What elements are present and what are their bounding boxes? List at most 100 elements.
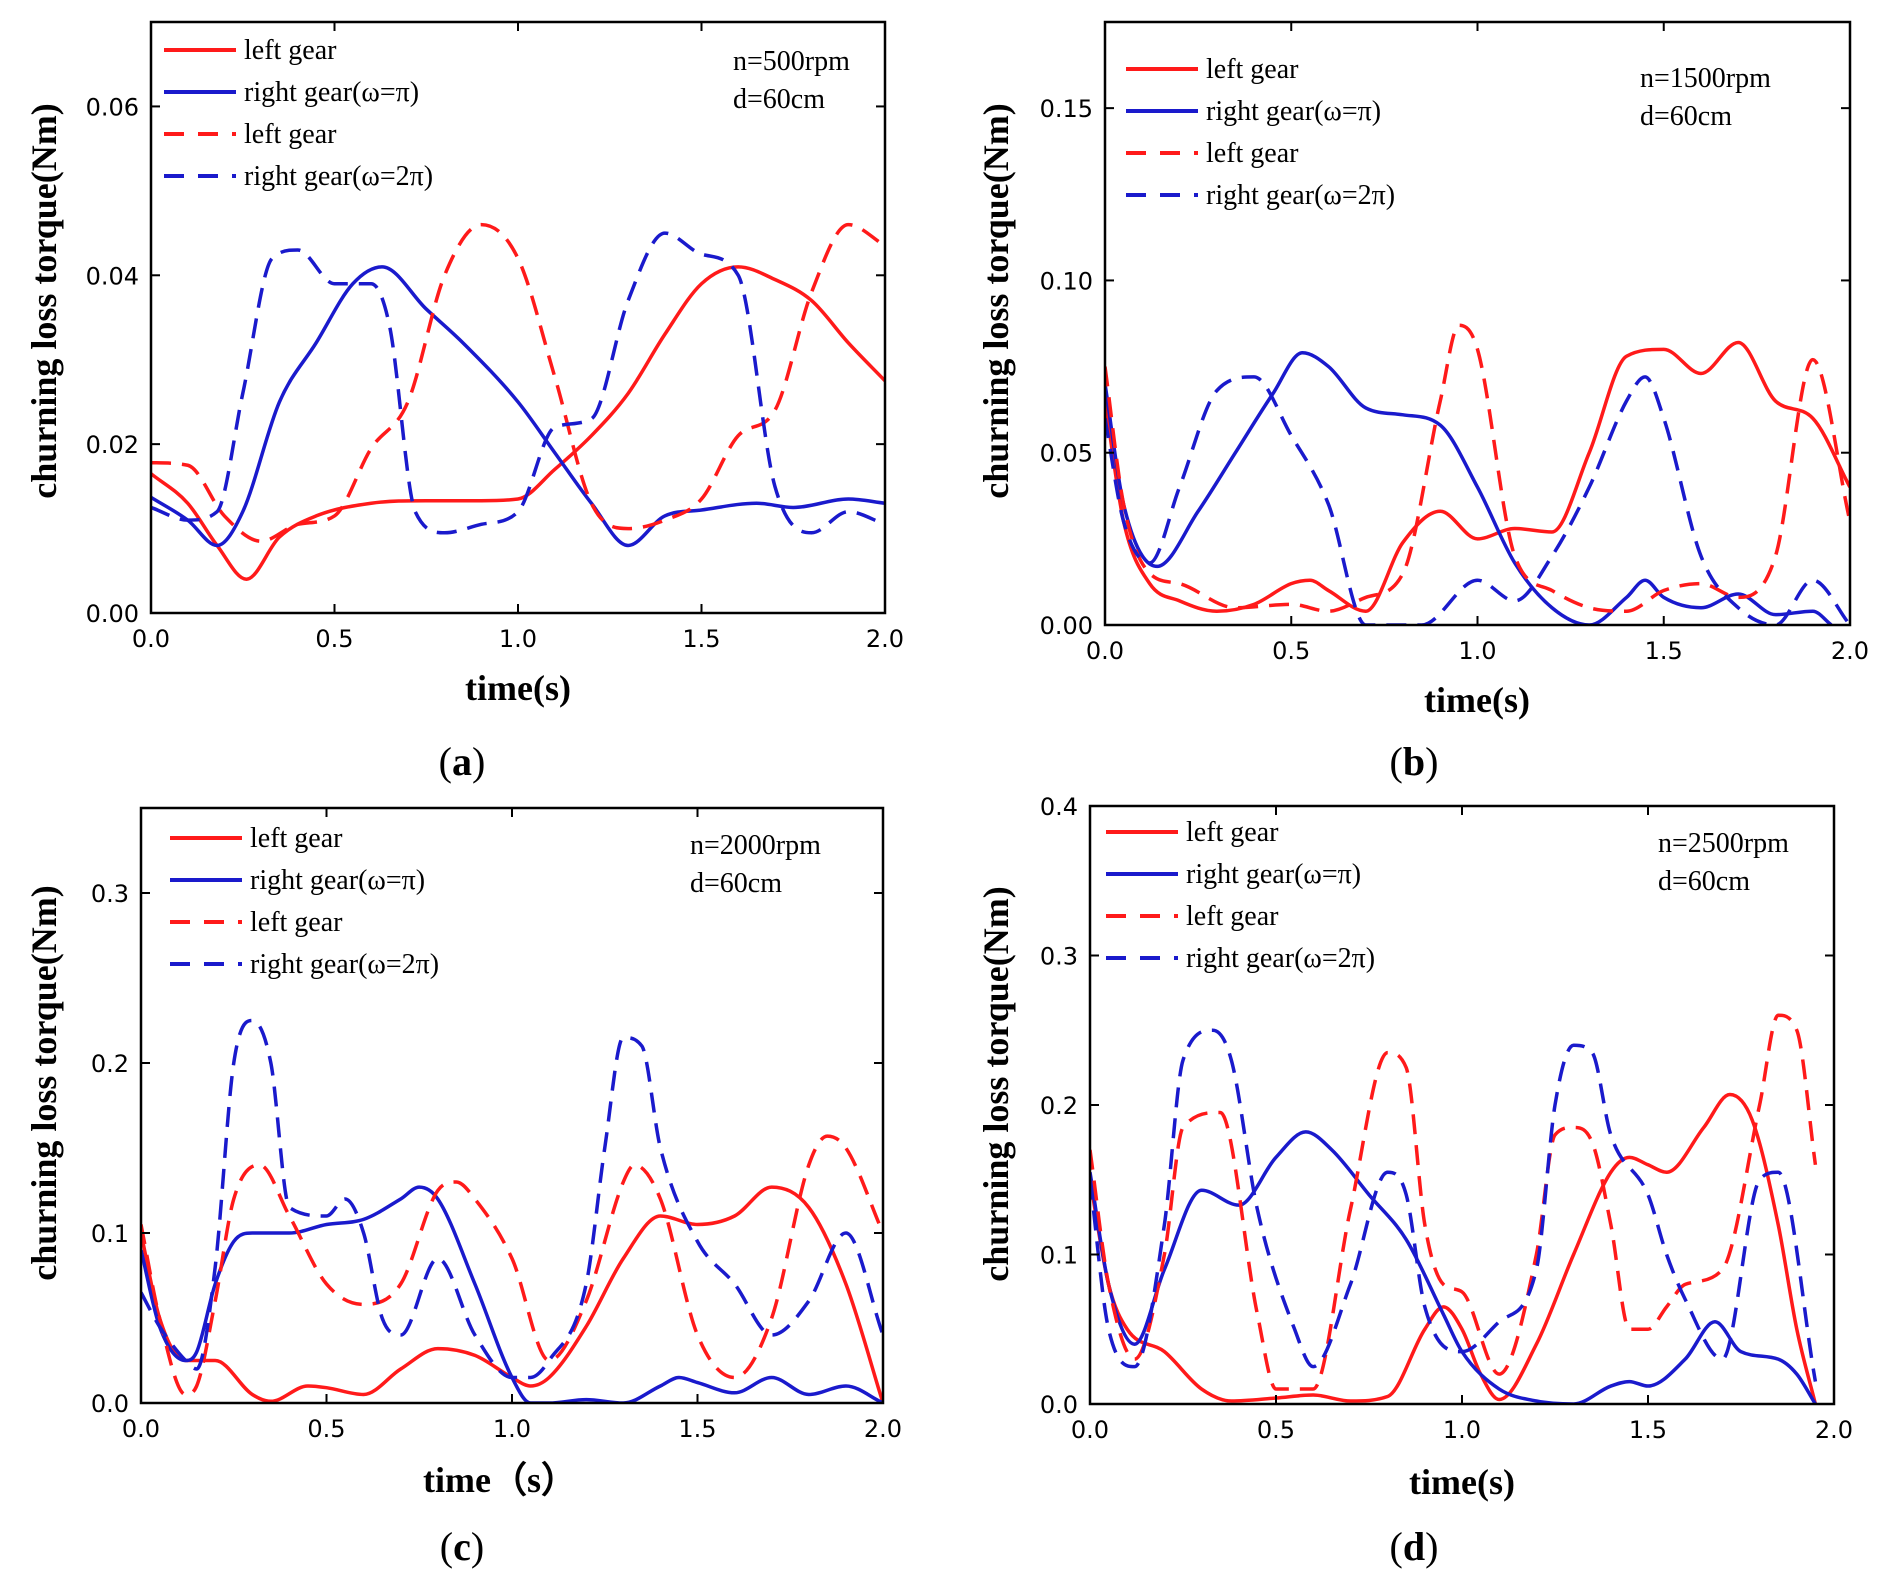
legend-label: left gear	[1206, 138, 1299, 169]
x-tick-label: 0.5	[1257, 1416, 1295, 1444]
legend-label: right gear(ω=2π)	[250, 949, 439, 980]
series-line-right-gear-dashed	[1090, 1028, 1818, 1382]
rpm-annotation: n=2000rpm	[690, 830, 821, 861]
y-tick-label: 0.0	[91, 1390, 129, 1418]
distance-annotation: d=60cm	[690, 868, 782, 899]
legend-label: right gear(ω=π)	[1186, 859, 1361, 890]
y-axis-title: churning loss torque(Nm)	[24, 885, 64, 1280]
x-tick-label: 2.0	[1815, 1416, 1853, 1444]
panel-a: churning loss torque(Nm) time(s) (a) n=5…	[24, 20, 904, 784]
x-tick-label: 2.0	[864, 1415, 902, 1443]
y-tick-label: 0.05	[1040, 440, 1093, 468]
x-tick-label: 2.0	[1831, 637, 1869, 665]
series-line-right-gear-solid	[151, 265, 885, 548]
y-axis-title: churning loss torque(Nm)	[24, 103, 64, 498]
panel-label-a: (a)	[439, 739, 486, 784]
legend: left gear right gear(ω=π) left gear right g…	[1126, 54, 1395, 211]
y-tick-label: 0.04	[86, 262, 139, 290]
legend-label: right gear(ω=π)	[250, 865, 425, 896]
x-tick-label: 1.5	[678, 1415, 716, 1443]
y-axis-title: churning loss torque(Nm)	[976, 103, 1016, 498]
x-axis-title: time(s)	[1424, 680, 1530, 720]
rpm-annotation: n=1500rpm	[1640, 63, 1771, 94]
panel-label-d: (d)	[1390, 1524, 1439, 1569]
rpm-annotation: n=500rpm	[733, 46, 850, 77]
x-tick-label: 1.0	[493, 1415, 531, 1443]
legend-label: left gear	[1206, 54, 1299, 85]
legend-label: left gear	[244, 119, 337, 150]
y-tick-label: 0.4	[1040, 793, 1078, 821]
panel-b: churning loss torque(Nm) time(s) (b) n=1…	[976, 20, 1869, 784]
y-tick-label: 0.00	[1040, 612, 1093, 640]
y-tick-label: 0.10	[1040, 267, 1093, 295]
x-tick-label: 1.5	[1645, 637, 1683, 665]
y-tick-label: 0.3	[91, 880, 129, 908]
legend-label: right gear(ω=π)	[1206, 96, 1381, 127]
x-tick-label: 0.0	[132, 625, 170, 653]
legend-label: left gear	[244, 35, 337, 66]
x-tick-label: 0.5	[307, 1415, 345, 1443]
series-layer	[141, 1018, 883, 1403]
y-tick-label: 0.3	[1040, 943, 1078, 971]
legend-label: right gear(ω=π)	[244, 77, 419, 108]
x-tick-label: 1.5	[1629, 1416, 1667, 1444]
x-tick-label: 1.5	[682, 625, 720, 653]
legend-label: right gear(ω=2π)	[244, 161, 433, 192]
y-tick-label: 0.1	[1040, 1242, 1078, 1270]
y-tick-label: 0.06	[86, 93, 139, 121]
y-tick-label: 0.02	[86, 431, 139, 459]
distance-annotation: d=60cm	[1658, 866, 1750, 897]
x-tick-label: 1.0	[1443, 1416, 1481, 1444]
x-tick-label: 1.0	[499, 625, 537, 653]
series-layer	[151, 222, 885, 581]
legend: left gear right gear(ω=π) left gear right g…	[1106, 817, 1375, 974]
panel-d: churning loss torque(Nm) time(s) (d) n=2…	[976, 793, 1853, 1569]
panel-label-b: (b)	[1390, 739, 1439, 784]
legend-label: right gear(ω=2π)	[1186, 943, 1375, 974]
y-tick-label: 0.2	[1040, 1092, 1078, 1120]
series-line-right-gear-dashed	[141, 1018, 883, 1380]
distance-annotation: d=60cm	[1640, 101, 1732, 132]
x-tick-label: 0.0	[1071, 1416, 1109, 1444]
legend: left gear right gear(ω=π) left gear right g…	[164, 35, 433, 192]
x-tick-label: 0.5	[1272, 637, 1310, 665]
series-line-left-gear-solid	[1090, 1092, 1818, 1404]
legend-label: left gear	[1186, 901, 1279, 932]
legend-label: right gear(ω=2π)	[1206, 180, 1395, 211]
y-tick-label: 0.0	[1040, 1391, 1078, 1419]
series-layer	[1090, 1013, 1818, 1404]
series-line-right-gear-dashed	[1105, 375, 1850, 625]
y-tick-label: 0.1	[91, 1220, 129, 1248]
distance-annotation: d=60cm	[733, 84, 825, 115]
legend-label: left gear	[250, 823, 343, 854]
series-line-left-gear-solid	[1105, 340, 1850, 613]
series-line-left-gear-dashed	[1105, 323, 1850, 613]
y-tick-label: 0.00	[86, 600, 139, 628]
legend-label: left gear	[1186, 817, 1279, 848]
x-tick-label: 0.0	[122, 1415, 160, 1443]
x-axis-title: time(s)	[1409, 1462, 1515, 1502]
series-line-right-gear-dashed	[151, 231, 885, 535]
rpm-annotation: n=2500rpm	[1658, 828, 1789, 859]
series-layer	[1105, 323, 1850, 625]
legend-label: left gear	[250, 907, 343, 938]
x-tick-label: 2.0	[866, 625, 904, 653]
series-line-right-gear-solid	[1105, 351, 1833, 625]
series-line-left-gear-solid	[151, 265, 885, 581]
series-line-left-gear-dashed	[1090, 1013, 1818, 1391]
y-tick-label: 0.15	[1040, 95, 1093, 123]
x-axis-title: time(s)	[465, 668, 571, 708]
x-tick-label: 0.0	[1086, 637, 1124, 665]
y-axis-title: churning loss torque(Nm)	[976, 886, 1016, 1281]
legend: left gear right gear(ω=π) left gear right g…	[170, 823, 439, 980]
panel-c: churning loss torque(Nm) time（s） (c) n=2…	[24, 806, 902, 1569]
panel-label-c: (c)	[440, 1524, 484, 1569]
series-line-right-gear-solid	[141, 1185, 883, 1403]
series-line-right-gear-solid	[1090, 1130, 1817, 1404]
x-tick-label: 0.5	[315, 625, 353, 653]
x-tick-label: 1.0	[1458, 637, 1496, 665]
series-line-left-gear-dashed	[141, 1134, 883, 1397]
x-axis-title: time（s）	[423, 1460, 577, 1500]
y-tick-label: 0.2	[91, 1050, 129, 1078]
